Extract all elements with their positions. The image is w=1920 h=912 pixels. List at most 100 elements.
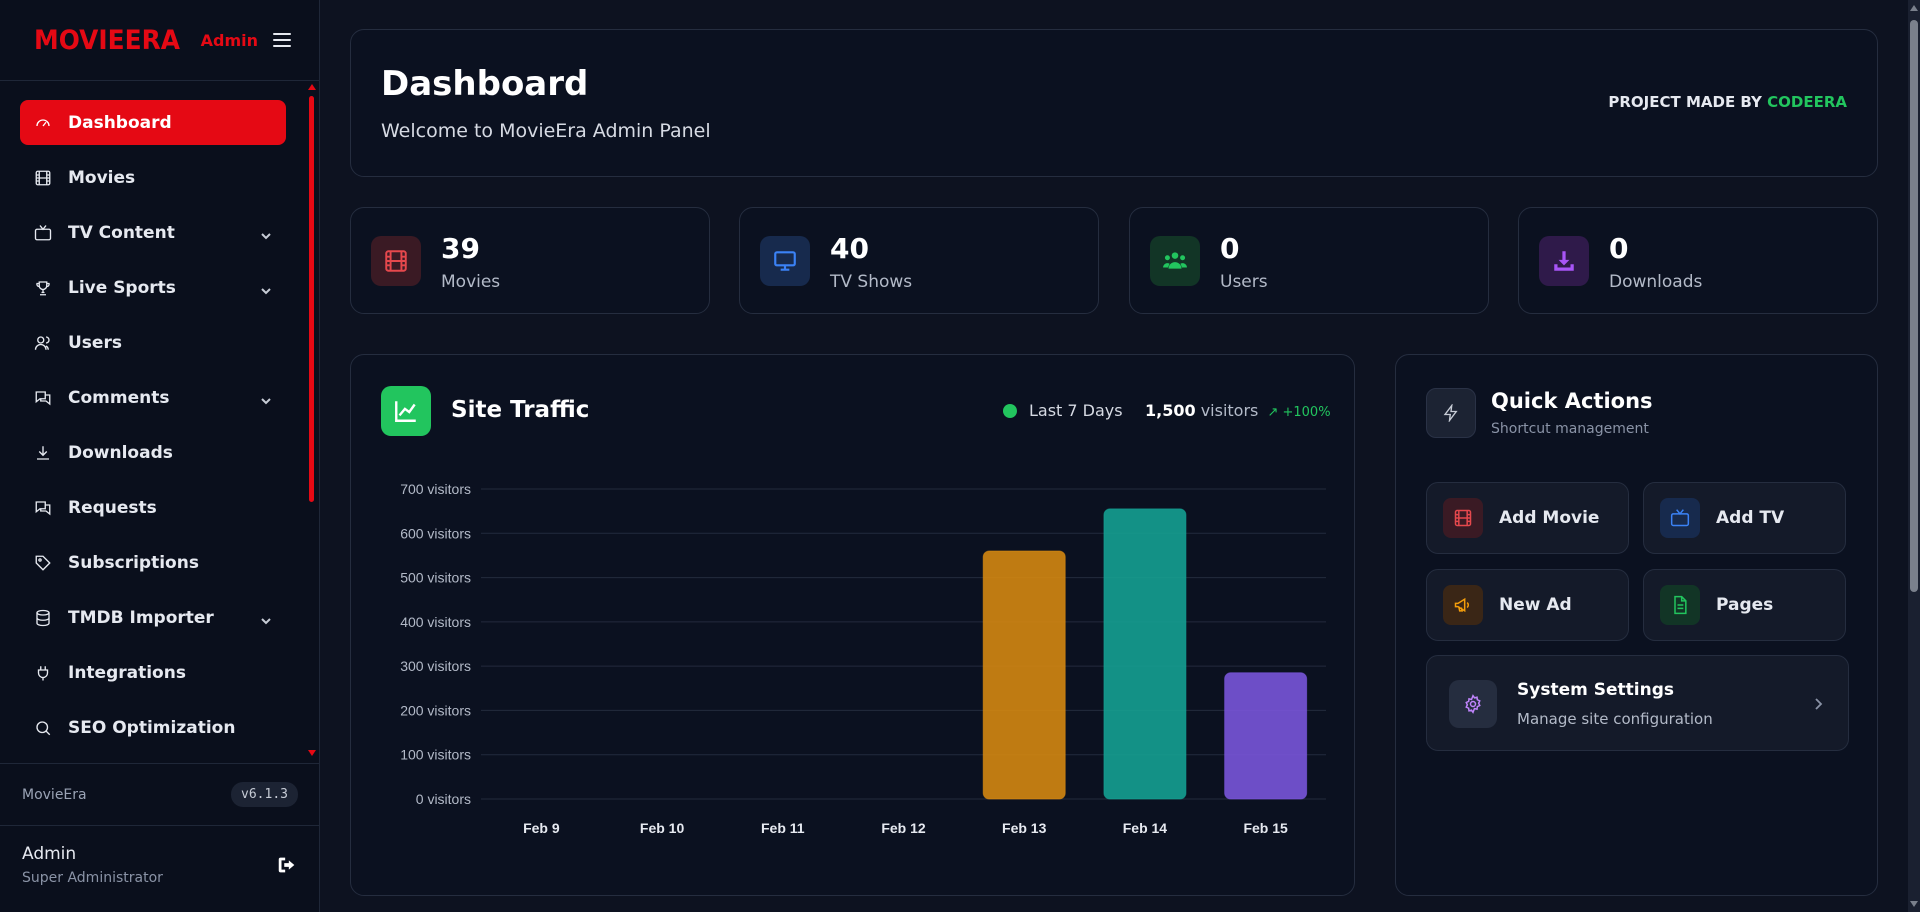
chevron-down-icon (260, 282, 272, 294)
settings-title: System Settings (1517, 680, 1674, 700)
page-scrollbar[interactable] (1908, 0, 1920, 912)
sidebar-item-label: Dashboard (68, 112, 172, 133)
sidebar-item-tv-content[interactable]: TV Content (20, 210, 286, 255)
chevron-down-icon (260, 612, 272, 624)
quick-actions-card: Quick Actions Shortcut management Add Mo… (1395, 354, 1878, 896)
download-icon (1539, 236, 1589, 286)
y-tick-label: 700 visitors (400, 481, 471, 497)
brand-admin-tag: Admin (200, 30, 259, 50)
y-tick-label: 100 visitors (400, 747, 471, 763)
trend-chart-icon (381, 386, 431, 436)
y-tick-label: 400 visitors (400, 614, 471, 630)
sidebar-item-requests[interactable]: Requests (20, 485, 286, 530)
chart-bar (1103, 508, 1187, 800)
document-icon (1660, 585, 1700, 625)
sidebar-item-subscriptions[interactable]: Subscriptions (20, 540, 286, 585)
user-role: Super Administrator (22, 870, 163, 886)
gauge-icon (34, 114, 52, 132)
system-settings-button[interactable]: System Settings Manage site configuratio… (1426, 655, 1849, 751)
monitor-icon (760, 236, 810, 286)
quick-actions-subtitle: Shortcut management (1491, 421, 1649, 437)
brand-bar: MOVIEERA Admin (0, 0, 319, 81)
tag-icon (34, 554, 52, 572)
sidebar-item-integrations[interactable]: Integrations (20, 650, 286, 695)
stat-value: 40 (830, 232, 869, 265)
sidebar-footer: MovieEra v6.1.3 Admin Super Administrato… (0, 763, 320, 886)
tv-icon (34, 224, 52, 242)
button-label: New Ad (1499, 595, 1572, 615)
visitors-count: 1,500 (1145, 401, 1196, 420)
search-icon (34, 719, 52, 737)
y-tick-label: 300 visitors (400, 658, 471, 674)
chevron-down-icon (260, 392, 272, 404)
sidebar-item-downloads[interactable]: Downloads (20, 430, 286, 475)
sidebar-item-users[interactable]: Users (20, 320, 286, 365)
stat-card-tv-shows[interactable]: 40 TV Shows (739, 207, 1099, 314)
sidebar-item-tmdb-importer[interactable]: TMDB Importer (20, 595, 286, 640)
traffic-visitors: 1,500 visitors ↗ +100% (1145, 401, 1331, 420)
app-name: MovieEra (22, 786, 87, 803)
logout-icon[interactable] (276, 854, 298, 876)
button-label: Add Movie (1499, 508, 1600, 528)
status-dot-icon (1003, 403, 1017, 418)
sidebar-scrollbar[interactable] (306, 82, 316, 758)
new-ad-button[interactable]: New Ad (1426, 569, 1629, 641)
sidebar-nav: Dashboard Movies TV Content Live Sports … (0, 82, 306, 758)
pages-button[interactable]: Pages (1643, 569, 1846, 641)
sidebar-item-label: Subscriptions (68, 552, 199, 573)
comments-icon (34, 389, 52, 407)
button-label: Pages (1716, 595, 1774, 615)
plug-icon (34, 664, 52, 682)
sidebar-item-label: Live Sports (68, 277, 176, 298)
add-movie-button[interactable]: Add Movie (1426, 482, 1629, 554)
sidebar: MOVIEERA Admin Dashboard Movies TV Conte… (0, 0, 320, 912)
sidebar-item-label: Integrations (68, 662, 186, 683)
stat-card-movies[interactable]: 39 Movies (350, 207, 710, 314)
chevron-right-icon (1812, 696, 1824, 710)
x-tick-label: Feb 15 (1243, 820, 1288, 836)
settings-subtitle: Manage site configuration (1517, 710, 1713, 728)
scroll-down-arrow-icon[interactable] (308, 750, 316, 756)
film-icon (1443, 498, 1483, 538)
version-row: MovieEra v6.1.3 (0, 764, 320, 826)
visitors-word: visitors (1200, 401, 1259, 420)
lightning-icon (1426, 388, 1476, 438)
megaphone-icon (1443, 585, 1483, 625)
scroll-up-arrow-icon[interactable] (1910, 5, 1918, 11)
x-tick-label: Feb 10 (640, 820, 685, 836)
x-tick-label: Feb 12 (881, 820, 926, 836)
chart-bar (982, 550, 1066, 800)
sidebar-item-movies[interactable]: Movies (20, 155, 286, 200)
film-icon (34, 169, 52, 187)
sidebar-item-label: TV Content (68, 222, 175, 243)
chart-bar (1224, 672, 1308, 800)
y-tick-label: 0 visitors (416, 791, 471, 807)
tv-icon (1660, 498, 1700, 538)
sidebar-item-comments[interactable]: Comments (20, 375, 286, 420)
page-title: Dashboard (381, 64, 589, 104)
requests-icon (34, 499, 52, 517)
sidebar-item-dashboard[interactable]: Dashboard (20, 100, 286, 145)
sidebar-item-seo-optimization[interactable]: SEO Optimization (20, 705, 286, 750)
stat-card-downloads[interactable]: 0 Downloads (1518, 207, 1878, 314)
add-tv-button[interactable]: Add TV (1643, 482, 1846, 554)
sidebar-scroll-thumb[interactable] (309, 96, 314, 502)
stat-card-users[interactable]: 0 Users (1129, 207, 1489, 314)
page-scroll-thumb[interactable] (1910, 20, 1918, 592)
stat-value: 39 (441, 232, 480, 265)
hamburger-menu-icon[interactable] (273, 33, 291, 47)
brand-logo[interactable]: MOVIEERA (34, 24, 180, 56)
film-icon (371, 236, 421, 286)
quick-actions-title: Quick Actions (1491, 389, 1653, 413)
credit-name[interactable]: CODEERA (1767, 93, 1847, 111)
site-traffic-card: Site Traffic Last 7 Days 1,500 visitors … (350, 354, 1355, 896)
traffic-title: Site Traffic (451, 397, 590, 423)
chevron-down-icon (260, 227, 272, 239)
traffic-range[interactable]: Last 7 Days (1003, 401, 1123, 420)
scroll-down-arrow-icon[interactable] (1910, 901, 1918, 907)
stat-label: Movies (441, 272, 501, 292)
scroll-up-arrow-icon[interactable] (308, 84, 316, 90)
sidebar-item-live-sports[interactable]: Live Sports (20, 265, 286, 310)
trophy-icon (34, 279, 52, 297)
y-tick-label: 600 visitors (400, 525, 471, 541)
